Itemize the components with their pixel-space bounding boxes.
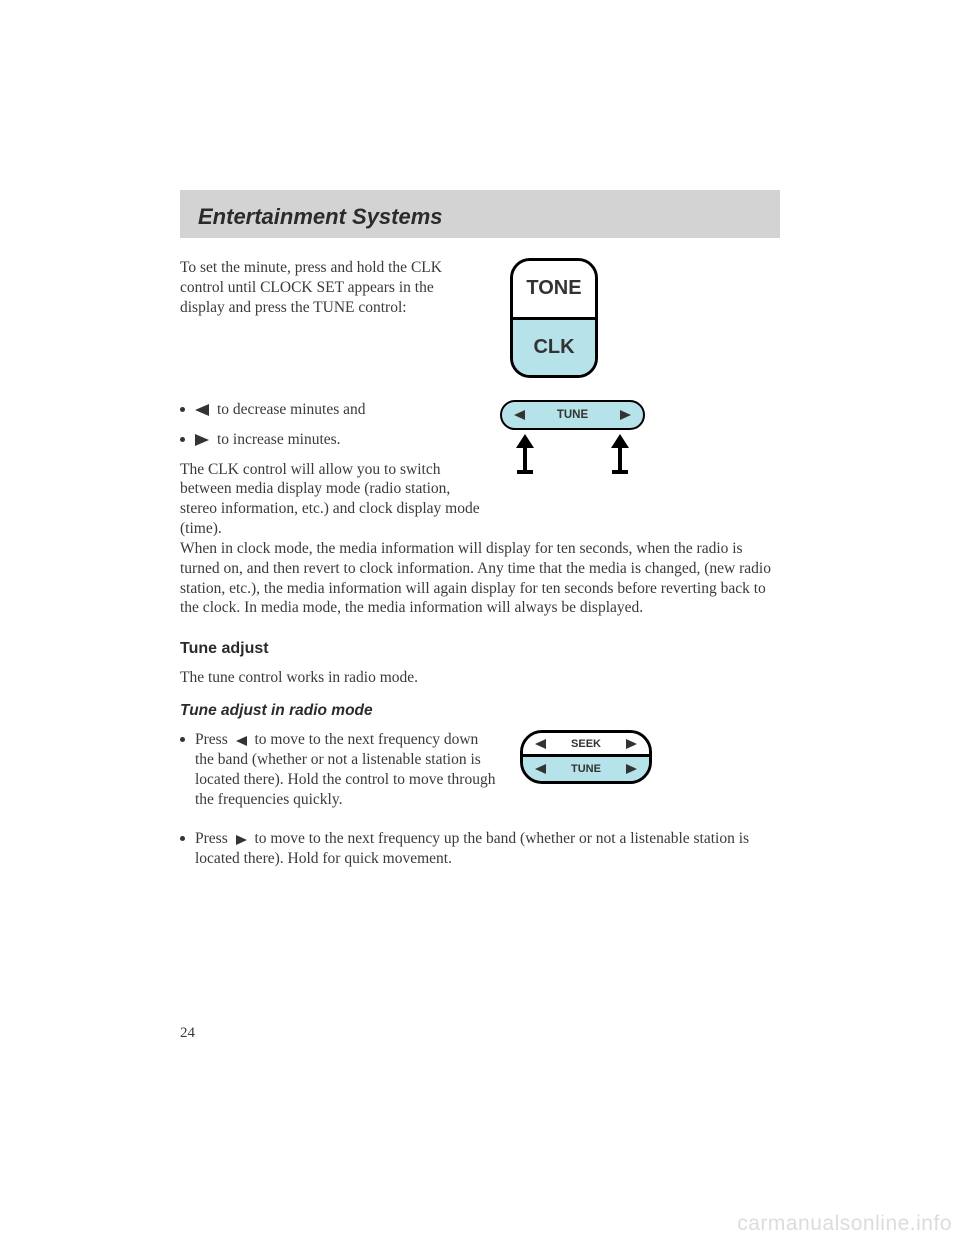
- tune-push-arrows: [500, 430, 645, 474]
- triangle-right-icon: [620, 410, 631, 420]
- tune-label2: TUNE: [550, 763, 622, 775]
- section-header-band: Entertainment Systems: [180, 190, 780, 238]
- page: Entertainment Systems To set the minute,…: [0, 0, 960, 1242]
- bullet-dot: [180, 407, 185, 412]
- bullet-dot: [180, 437, 185, 442]
- toneclk-figure: TONE CLK: [480, 258, 598, 378]
- bullets-col: to decrease minutes and to increase minu…: [180, 400, 500, 539]
- intro-text: To set the minute, press and hold the CL…: [180, 258, 480, 317]
- watermark: carmanualsonline.info: [737, 1212, 952, 1236]
- minute-bullets: to decrease minutes and to increase minu…: [180, 400, 488, 450]
- bullet-increase: to increase minutes.: [180, 430, 488, 450]
- bullet-dec-text: to decrease minutes and: [217, 400, 365, 420]
- seektune-graphic: SEEK TUNE: [520, 730, 652, 784]
- tune-item2: Press to move to the next frequency up t…: [180, 829, 780, 869]
- tune-item1-a: Press: [195, 731, 228, 748]
- section-title: Entertainment Systems: [198, 204, 762, 230]
- tune-row: TUNE: [523, 757, 649, 781]
- triangle-left-icon: [236, 736, 247, 746]
- page-number: 24: [180, 1025, 195, 1042]
- tune-item2-b: to move to the next frequency up the ban…: [195, 830, 749, 867]
- tune-item1-row: Press to move to the next frequency down…: [180, 730, 780, 819]
- tune-item1-list: Press to move to the next frequency down…: [180, 730, 498, 809]
- tune-adjust-heading: Tune adjust: [180, 640, 780, 658]
- bullets-row: to decrease minutes and to increase minu…: [180, 400, 780, 539]
- up-arrow-icon: [516, 434, 534, 474]
- toneclk-top: TONE: [513, 261, 595, 320]
- toneclk-button-graphic: TONE CLK: [510, 258, 598, 378]
- triangle-right-icon: [236, 835, 247, 845]
- triangle-right-icon: [626, 764, 637, 774]
- tune-rocker-graphic: TUNE: [500, 400, 645, 474]
- triangle-left-icon: [195, 404, 209, 416]
- tune-radio-subheading: Tune adjust in radio mode: [180, 702, 780, 720]
- clk-para-a: The CLK control will allow you to switch…: [180, 460, 488, 539]
- tune-adjust-intro: The tune control works in radio mode.: [180, 668, 780, 688]
- clk-para-b: When in clock mode, the media informatio…: [180, 539, 780, 618]
- triangle-left-icon: [514, 410, 525, 420]
- seek-label: SEEK: [550, 738, 622, 750]
- up-arrow-icon: [611, 434, 629, 474]
- intro-paragraph: To set the minute, press and hold the CL…: [180, 258, 468, 317]
- tune-item1-text: Press to move to the next frequency down…: [195, 730, 498, 809]
- bullet-decrease: to decrease minutes and: [180, 400, 488, 420]
- seektune-figure: SEEK TUNE: [510, 730, 652, 784]
- triangle-left-icon: [535, 764, 546, 774]
- bullet-dot: [180, 737, 185, 742]
- tune-item2-list: Press to move to the next frequency up t…: [180, 829, 780, 869]
- toneclk-bottom: CLK: [513, 320, 595, 376]
- intro-row: To set the minute, press and hold the CL…: [180, 258, 780, 378]
- tune-item2-text: Press to move to the next frequency up t…: [195, 829, 780, 869]
- bullet-dot: [180, 836, 185, 841]
- bullet-inc-text: to increase minutes.: [217, 430, 341, 450]
- triangle-left-icon: [535, 739, 546, 749]
- seek-row: SEEK: [523, 733, 649, 757]
- tune-label: TUNE: [529, 409, 616, 421]
- tune-figure: TUNE: [500, 400, 645, 474]
- tune-item2-a: Press: [195, 830, 228, 847]
- tune-item1-col: Press to move to the next frequency down…: [180, 730, 510, 819]
- tune-item1: Press to move to the next frequency down…: [180, 730, 498, 809]
- tune-bar: TUNE: [500, 400, 645, 430]
- triangle-right-icon: [626, 739, 637, 749]
- triangle-right-icon: [195, 434, 209, 446]
